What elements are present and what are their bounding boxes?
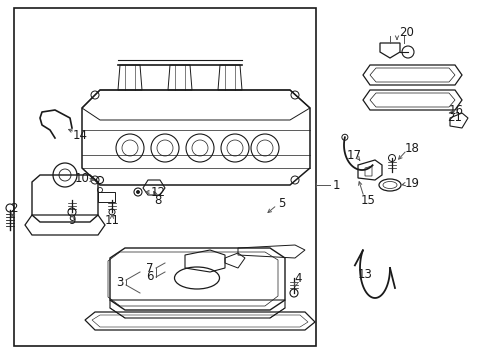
Text: 20: 20: [399, 26, 414, 39]
Text: 13: 13: [357, 269, 372, 282]
Text: 8: 8: [154, 194, 162, 207]
Text: 7: 7: [146, 261, 153, 274]
Text: 9: 9: [68, 213, 76, 226]
Text: 11: 11: [104, 213, 119, 226]
Text: 16: 16: [447, 104, 463, 117]
Text: 19: 19: [404, 176, 419, 189]
Text: 18: 18: [404, 141, 419, 154]
Text: 3: 3: [116, 276, 123, 289]
Text: 10: 10: [74, 171, 89, 185]
Text: 2: 2: [10, 202, 18, 215]
Text: 14: 14: [72, 129, 87, 141]
Text: 5: 5: [278, 197, 285, 210]
Text: 4: 4: [294, 273, 301, 285]
Text: 17: 17: [346, 149, 361, 162]
Circle shape: [136, 190, 139, 194]
Bar: [14, 8, 315, 346]
Text: 6: 6: [146, 270, 153, 284]
Text: 1: 1: [331, 179, 339, 192]
Text: 21: 21: [447, 111, 462, 123]
Text: 15: 15: [360, 194, 375, 207]
Text: 12: 12: [150, 185, 165, 198]
